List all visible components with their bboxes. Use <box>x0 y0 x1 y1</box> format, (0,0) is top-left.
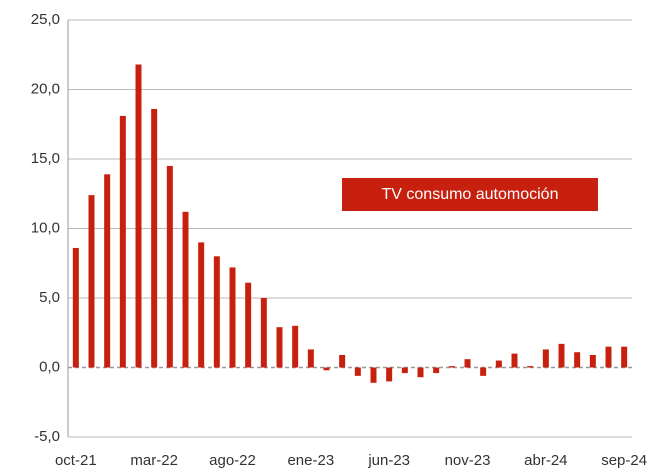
bar <box>448 366 455 368</box>
x-tick-label: abr-24 <box>524 452 567 469</box>
y-tick-label: -5,0 <box>34 428 60 445</box>
bar <box>182 211 189 368</box>
bar <box>464 359 471 368</box>
y-tick-label: 10,0 <box>31 219 60 236</box>
bar <box>370 367 377 383</box>
bar <box>401 367 408 374</box>
bar <box>433 367 440 374</box>
y-tick-label: 0,0 <box>39 358 60 375</box>
y-tick-label: 20,0 <box>31 80 60 97</box>
bar <box>511 353 518 368</box>
bar <box>417 367 424 378</box>
bar <box>605 346 612 368</box>
bar <box>119 115 126 368</box>
bar <box>307 349 314 368</box>
bar <box>386 367 393 382</box>
bar <box>72 247 79 368</box>
x-tick-label: ago-22 <box>209 452 256 469</box>
bar <box>151 108 158 368</box>
bar <box>198 242 205 368</box>
bar <box>245 282 252 368</box>
bar <box>495 360 502 368</box>
bar <box>104 174 111 368</box>
bar <box>260 298 267 368</box>
x-tick-label: nov-23 <box>445 452 491 469</box>
bar <box>621 346 628 368</box>
y-tick-label: 5,0 <box>39 289 60 306</box>
bar <box>480 367 487 376</box>
x-tick-label: mar-22 <box>130 452 178 469</box>
bar <box>166 165 173 368</box>
bar <box>292 325 299 368</box>
x-tick-label: oct-21 <box>55 452 97 469</box>
bar <box>527 366 534 368</box>
bar <box>354 367 361 376</box>
bar <box>88 195 95 368</box>
bar <box>542 349 549 368</box>
x-tick-label: sep-24 <box>601 452 647 469</box>
bar <box>339 354 346 368</box>
bar <box>276 327 283 368</box>
bar <box>323 367 330 371</box>
x-tick-label: ene-23 <box>287 452 334 469</box>
legend-label: TV consumo automoción <box>382 186 559 203</box>
bar <box>558 343 565 368</box>
bar <box>229 267 236 368</box>
y-tick-label: 25,0 <box>31 11 60 28</box>
bar <box>589 354 596 368</box>
y-tick-label: 15,0 <box>31 150 60 167</box>
x-tick-label: jun-23 <box>367 452 410 469</box>
legend-box <box>342 178 598 211</box>
bar <box>574 352 581 368</box>
bar <box>135 64 142 368</box>
bar <box>213 256 220 368</box>
